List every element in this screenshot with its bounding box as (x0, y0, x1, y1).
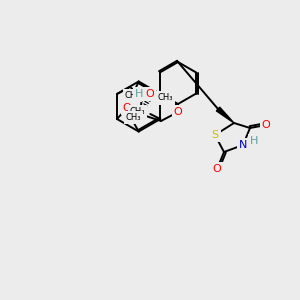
Text: CH₃: CH₃ (157, 94, 172, 103)
Text: CH₃: CH₃ (126, 113, 141, 122)
Text: O: O (174, 107, 182, 117)
Text: CH₃: CH₃ (125, 91, 140, 100)
Text: H: H (250, 136, 258, 146)
Text: O: O (213, 164, 221, 174)
Text: CH₃: CH₃ (130, 107, 145, 116)
Text: O: O (145, 89, 154, 99)
Text: O: O (262, 120, 270, 130)
Text: S: S (212, 130, 219, 140)
Text: H: H (135, 89, 143, 99)
Text: N: N (239, 140, 247, 150)
Polygon shape (216, 107, 234, 123)
Text: O: O (123, 103, 131, 113)
